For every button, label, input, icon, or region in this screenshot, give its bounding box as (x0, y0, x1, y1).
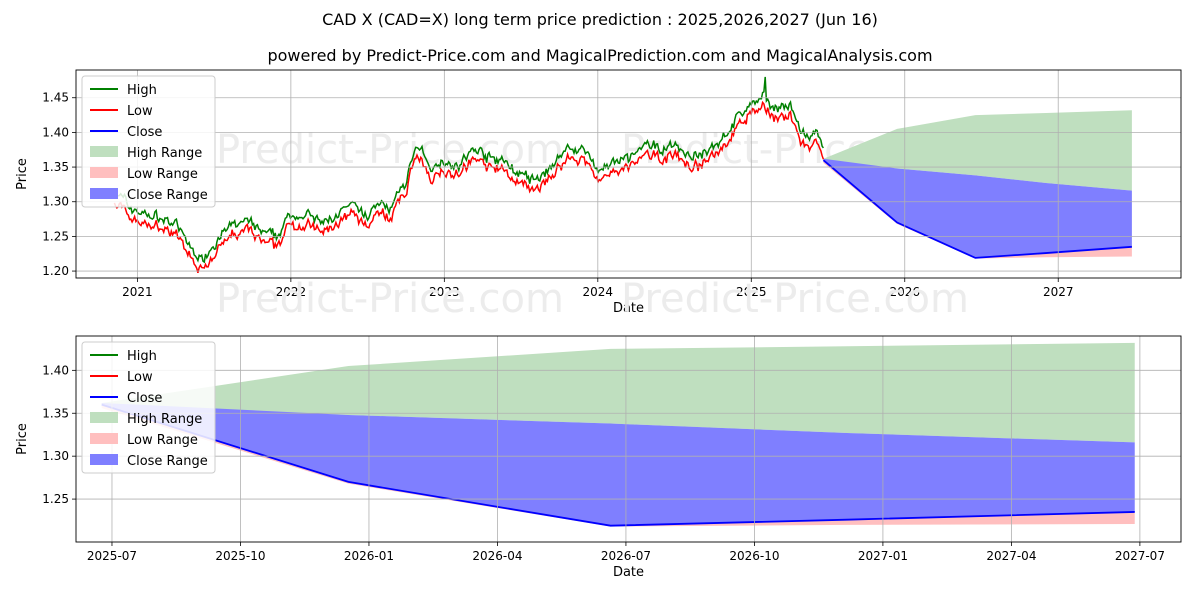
legend-label: Close (127, 391, 162, 406)
y-tick-label: 1.35 (42, 406, 69, 420)
x-tick-label: 2027-07 (1115, 549, 1165, 563)
legend-label: Low Range (127, 433, 198, 448)
y-tick-label: 1.35 (42, 160, 69, 174)
chart-title: CAD X (CAD=X) long term price prediction… (322, 10, 878, 29)
x-tick-label: 2027-01 (858, 549, 908, 563)
legend-swatch-patch (90, 167, 118, 178)
high-series-line (113, 76, 824, 264)
legend-label: Close Range (127, 188, 208, 203)
y-tick-label: 1.25 (42, 229, 69, 243)
high-range-area (823, 110, 1132, 191)
axes-frame (75, 69, 1182, 279)
legend-swatch-patch (90, 454, 118, 465)
y-tick-label: 1.45 (42, 91, 69, 105)
legend-label: High Range (127, 412, 202, 427)
y-tick-label: 1.25 (42, 492, 69, 506)
legend-label: Close (127, 125, 162, 140)
x-tick-label: 2026-04 (472, 549, 522, 563)
x-tick-label: 2024 (583, 285, 614, 299)
legend-label: Close Range (127, 454, 208, 469)
x-axis-label: Date (613, 301, 644, 316)
legend-swatch-patch (90, 146, 118, 157)
x-tick-label: 2027 (1043, 285, 1074, 299)
y-tick-label: 1.40 (42, 125, 69, 139)
legend-swatch-patch (90, 412, 118, 423)
legend-label: High (127, 83, 157, 98)
x-tick-label: 2026-10 (729, 549, 779, 563)
x-tick-label: 2023 (429, 285, 460, 299)
legend: High Low Close High Range Low Range Close Ran… (81, 75, 216, 208)
x-axis-label: Date (613, 565, 644, 580)
x-tick-label: 2025-10 (215, 549, 265, 563)
x-tick-label: 2025 (736, 285, 767, 299)
y-axis-label: Price (15, 423, 30, 455)
chart-subtitle: powered by Predict-Price.com and Magical… (267, 46, 933, 65)
legend-label: Low (127, 370, 153, 385)
y-tick-label: 1.30 (42, 195, 69, 209)
legend-label: High (127, 349, 157, 364)
legend-label: High Range (127, 146, 202, 161)
x-tick-label: 2025-07 (87, 549, 137, 563)
watermark: Predict-Price.com (621, 276, 969, 322)
x-tick-label: 2021 (122, 285, 153, 299)
x-tick-label: 2026-07 (601, 549, 651, 563)
y-tick-label: 1.20 (42, 264, 69, 278)
legend-label: Low Range (127, 167, 198, 182)
watermark: Predict-Price.com (216, 127, 564, 173)
legend: High Low Close High Range Low Range Close Ran… (81, 341, 216, 474)
y-tick-label: 1.30 (42, 449, 69, 463)
high-range-area (101, 342, 1135, 443)
low-series-line (113, 100, 825, 273)
y-axis-label: Price (15, 158, 30, 190)
axes-frame (75, 335, 1182, 543)
x-tick-label: 2026-01 (344, 549, 394, 563)
close-range-area (101, 402, 1135, 526)
y-tick-label: 1.40 (42, 363, 69, 377)
panel-1: Predict-Price.com Predict-Price.com 2021 20… (15, 69, 1182, 316)
legend-label: Low (127, 104, 153, 119)
x-tick-label: 2026 (889, 285, 920, 299)
watermark: Predict-Price.com (216, 276, 564, 322)
x-tick-label: 2022 (276, 285, 307, 299)
close-range-area (823, 158, 1132, 258)
x-tick-label: 2027-04 (986, 549, 1036, 563)
legend-swatch-patch (90, 433, 118, 444)
legend-swatch-patch (90, 188, 118, 199)
